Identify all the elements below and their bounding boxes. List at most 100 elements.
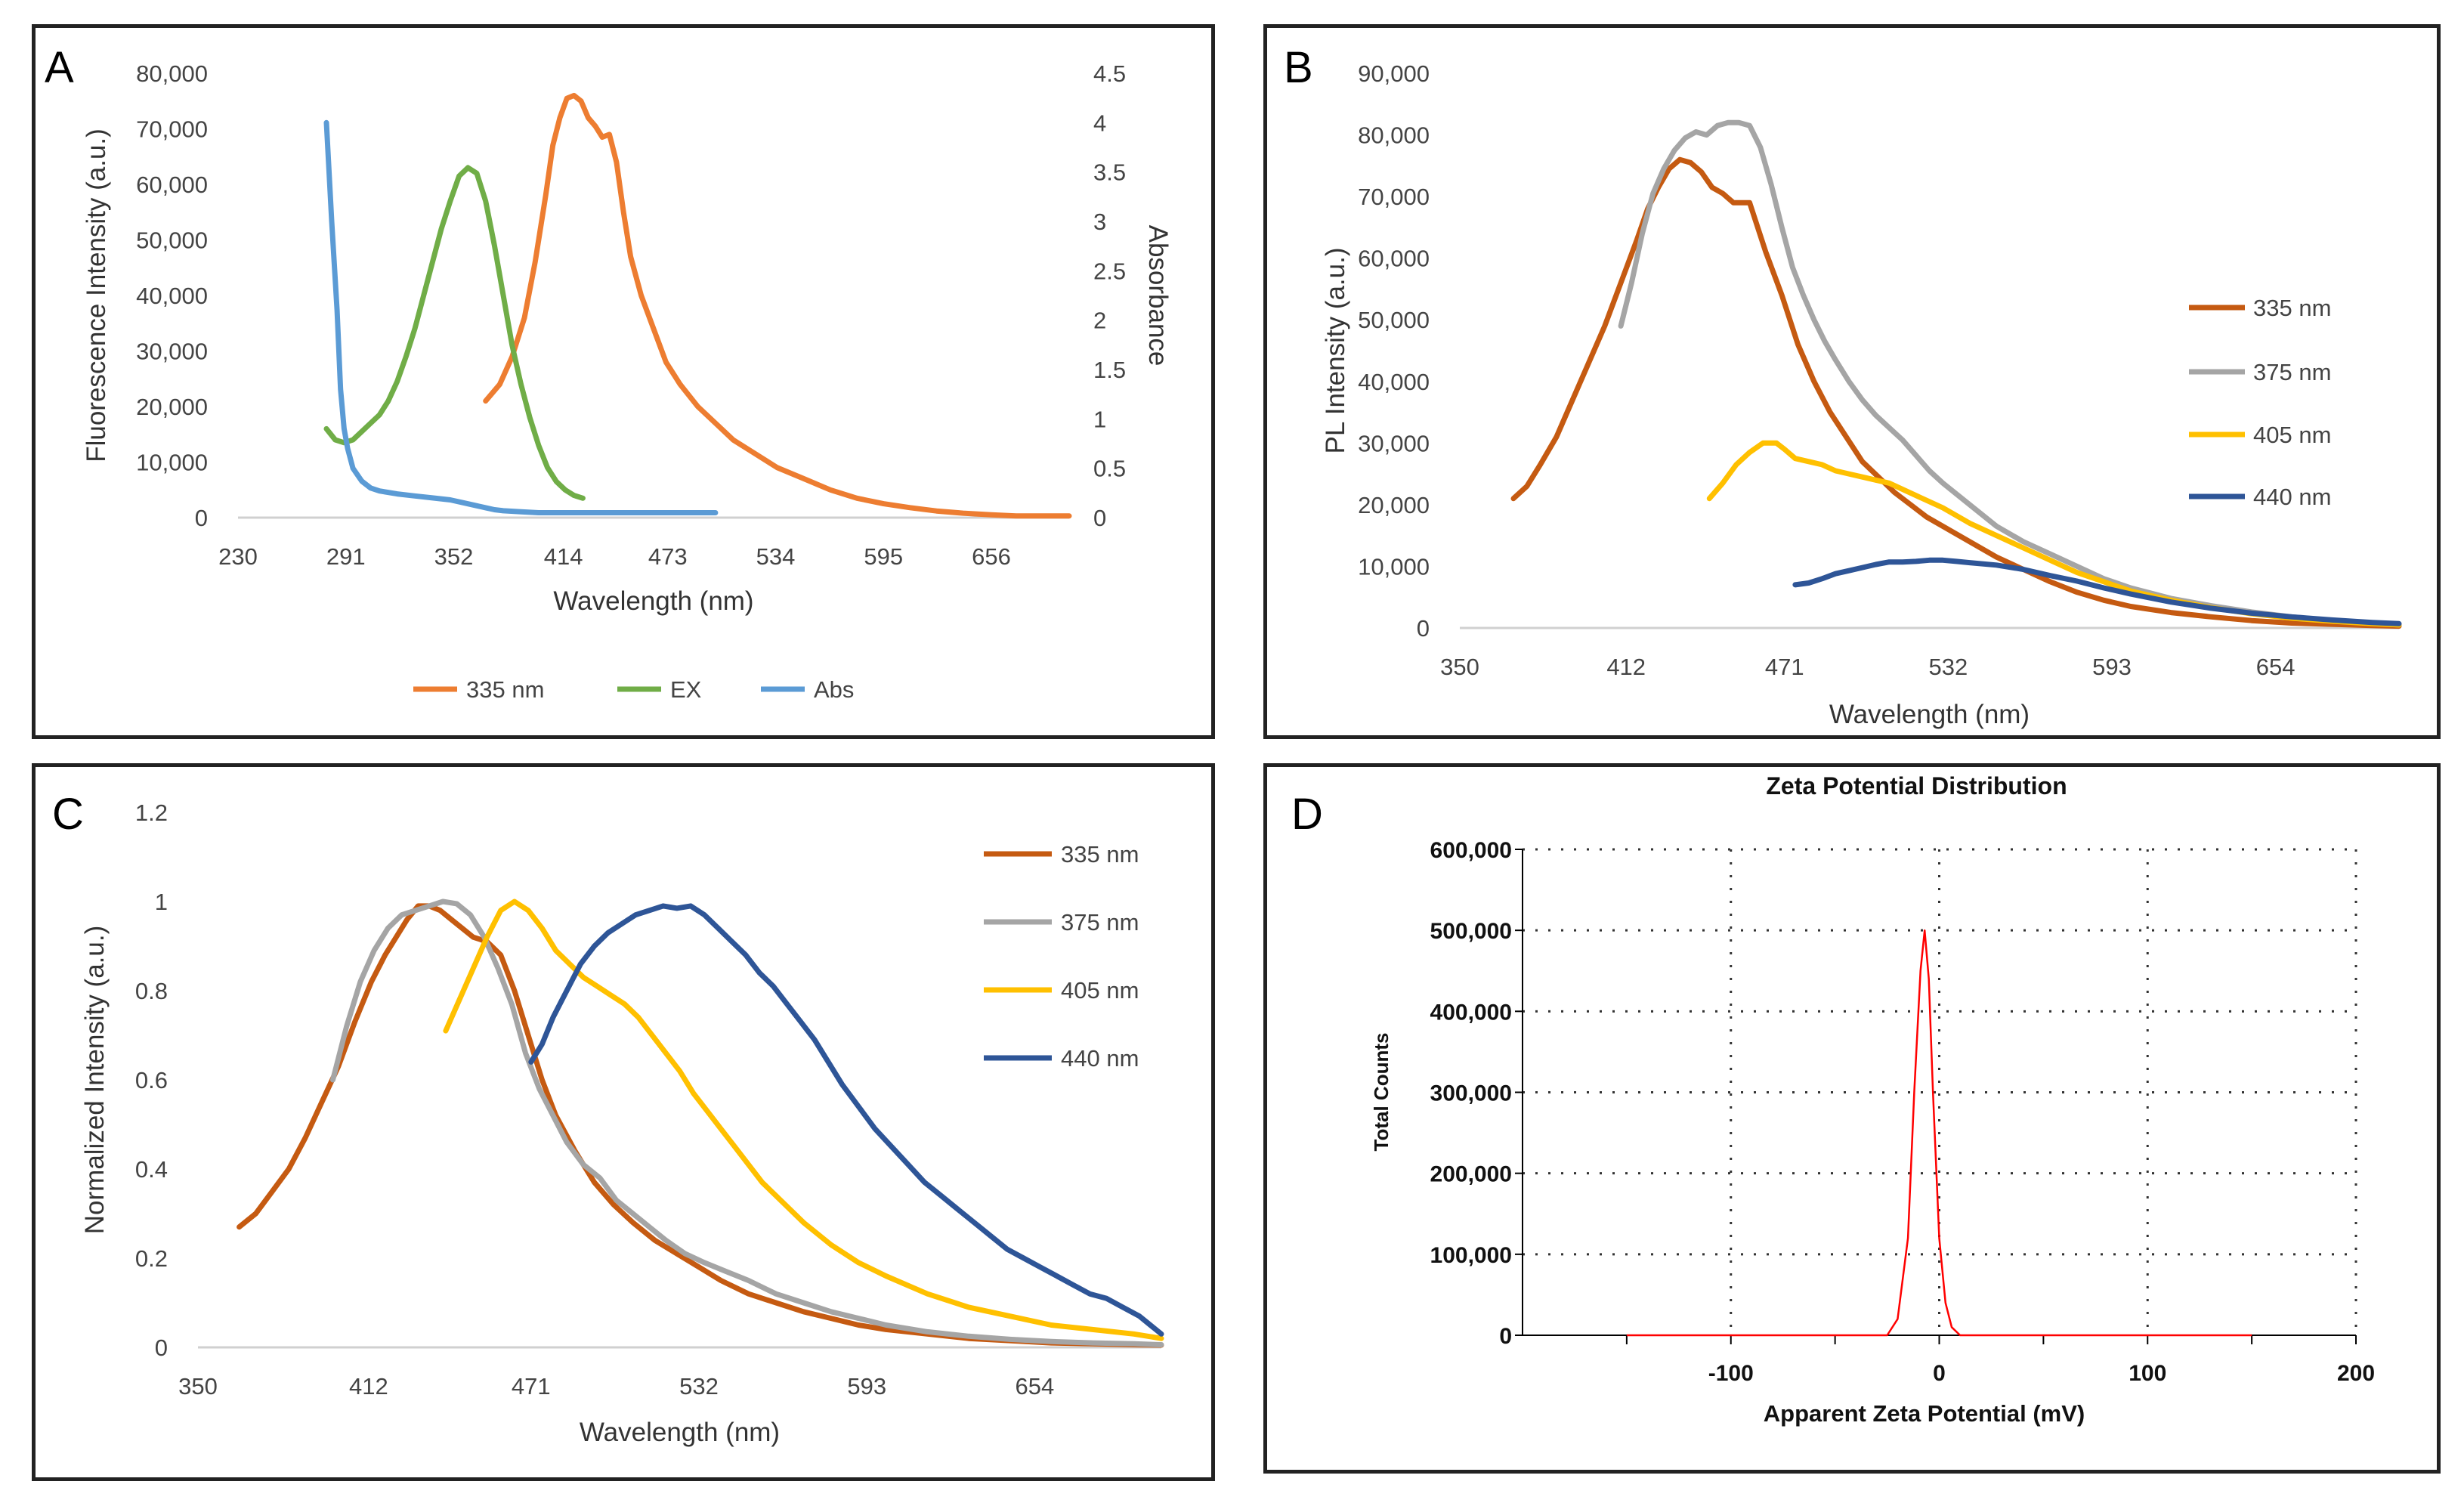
series-line-335-nm [237, 903, 1164, 1348]
y-tick-label: 60,000 [1358, 246, 1430, 272]
y-tick-label: 600,000 [1430, 838, 1512, 863]
legend-label: 405 nm [1061, 977, 1139, 1004]
chart-b: B 0 10,000 20,000 30,000 40,000 50,000 60,000 7… [1284, 43, 2402, 729]
series-line-335-nm [483, 92, 1072, 519]
series-line-405-nm [443, 898, 1164, 1341]
chart-a: A 0 10,000 20,000 30,000 40,000 50,000 60,000 7… [45, 43, 1173, 703]
y2-axis-title: Absorbance [1143, 225, 1173, 366]
x-tick-label: 654 [1016, 1373, 1055, 1399]
y-tick-label: 0 [195, 505, 208, 531]
series-line-375-nm [1618, 119, 2402, 628]
x-tick-label: 593 [2092, 654, 2132, 680]
y-tick-label: 400,000 [1430, 1000, 1512, 1025]
series-line-ex [323, 165, 586, 501]
y2-tick-label: 0.5 [1093, 456, 1126, 482]
y-axis-title: Normalized Intensity (a.u.) [80, 926, 110, 1234]
y2-tick-label: 4 [1093, 110, 1106, 136]
y2-tick-label: 2 [1093, 308, 1106, 334]
series-line-zeta [1626, 929, 2252, 1337]
y-tick-label: 0.6 [135, 1067, 168, 1093]
panel-label: B [1284, 43, 1313, 92]
y-tick-label: 0.8 [135, 978, 168, 1004]
y2-tick-label: 0 [1093, 505, 1106, 531]
series-line-440-nm [528, 903, 1164, 1337]
x-tick-label: 473 [648, 543, 688, 570]
x-tick-label: 350 [178, 1373, 218, 1399]
y-tick-label: 0 [1499, 1324, 1512, 1349]
x-tick-label: 593 [847, 1373, 886, 1399]
y-tick-label: 50,000 [136, 227, 208, 254]
legend-label: 440 nm [2253, 484, 2331, 510]
y-axis-title: Total Counts [1370, 1033, 1393, 1152]
series-line-405-nm [1706, 440, 2402, 628]
x-axis-title: Wavelength (nm) [580, 1418, 780, 1447]
x-tick-label: 656 [972, 543, 1011, 570]
y-tick-label: 0 [155, 1335, 168, 1361]
legend-label: EX [670, 676, 702, 703]
x-tick-label: 532 [679, 1373, 719, 1399]
legend-label: 335 nm [466, 676, 544, 703]
x-tick-label: 534 [756, 543, 796, 570]
panel-d: D Zeta Potential Distribution 0 100,000 200… [1263, 763, 2441, 1474]
y-tick-label: 90,000 [1358, 60, 1430, 87]
y-axis-title: Fluorescence Intensity (a.u.) [82, 128, 111, 462]
chart-d: D Zeta Potential Distribution 0 100,000 200… [1291, 772, 2375, 1427]
x-tick-label: 352 [434, 543, 474, 570]
y-tick-label: 20,000 [136, 394, 208, 420]
y-tick-label: 1 [155, 889, 168, 915]
x-tick-label: 412 [349, 1373, 388, 1399]
panel-b: B 0 10,000 20,000 30,000 40,000 50,000 60,000 7… [1263, 24, 2441, 739]
panel-label: A [45, 43, 74, 92]
x-tick-label: 471 [512, 1373, 551, 1399]
legend-label: 440 nm [1061, 1045, 1139, 1072]
y-tick-label: 80,000 [1358, 122, 1430, 149]
y-tick-label: 30,000 [1358, 430, 1430, 456]
x-tick-label: 100 [2129, 1361, 2166, 1386]
x-tick-label: -100 [1708, 1361, 1754, 1386]
y-tick-label: 80,000 [136, 60, 208, 87]
y-tick-label: 70,000 [136, 116, 208, 143]
legend-label: 335 nm [2253, 295, 2331, 321]
panel-label: D [1291, 790, 1323, 839]
y-tick-label: 40,000 [1358, 369, 1430, 395]
series-line-375-nm [330, 898, 1164, 1347]
x-tick-label: 595 [864, 543, 903, 570]
y-axis-title: PL Intensity (a.u.) [1321, 248, 1350, 454]
y-tick-label: 40,000 [136, 283, 208, 309]
legend-label: 375 nm [1061, 909, 1139, 936]
y-tick-label: 0.4 [135, 1156, 168, 1183]
x-tick-label: 654 [2256, 654, 2296, 680]
y2-tick-label: 1.5 [1093, 357, 1126, 383]
y-tick-label: 60,000 [136, 172, 208, 198]
y-tick-label: 70,000 [1358, 184, 1430, 210]
x-axis-title: Wavelength (nm) [1829, 700, 2030, 729]
x-axis-title: Wavelength (nm) [553, 586, 753, 616]
panel-a: A 0 10,000 20,000 30,000 40,000 50,000 60,000 7… [32, 24, 1215, 739]
y-tick-label: 30,000 [136, 339, 208, 365]
y-tick-label: 0.2 [135, 1245, 168, 1272]
y2-tick-label: 3.5 [1093, 159, 1126, 186]
panel-c: C 0 0.2 0.4 0.6 0.8 1 1.2 350 412 471 532 593 654 Wav… [32, 763, 1215, 1481]
x-tick-label: 532 [1928, 654, 1968, 680]
panel-label: C [52, 790, 84, 839]
y-tick-label: 20,000 [1358, 492, 1430, 518]
x-tick-label: 412 [1606, 654, 1646, 680]
legend-label: 335 nm [1061, 841, 1139, 868]
x-tick-label: 230 [218, 543, 258, 570]
y-tick-label: 50,000 [1358, 307, 1430, 333]
y2-tick-label: 3 [1093, 209, 1106, 235]
y-tick-label: 1.2 [135, 799, 168, 826]
x-tick-label: 471 [1765, 654, 1804, 680]
x-axis-title: Apparent Zeta Potential (mV) [1764, 1400, 2085, 1427]
y2-tick-label: 2.5 [1093, 258, 1126, 284]
legend-label: Abs [814, 676, 854, 703]
y-tick-label: 100,000 [1430, 1243, 1512, 1268]
series-line-335-nm [1510, 156, 2402, 629]
y2-tick-label: 1 [1093, 406, 1106, 432]
y-tick-label: 200,000 [1430, 1162, 1512, 1187]
y-tick-label: 500,000 [1430, 919, 1512, 944]
chart-c: C 0 0.2 0.4 0.6 0.8 1 1.2 350 412 471 532 593 654 Wav… [52, 790, 1164, 1447]
y-tick-label: 10,000 [136, 450, 208, 476]
y-tick-label: 10,000 [1358, 553, 1430, 580]
x-tick-label: 291 [326, 543, 366, 570]
